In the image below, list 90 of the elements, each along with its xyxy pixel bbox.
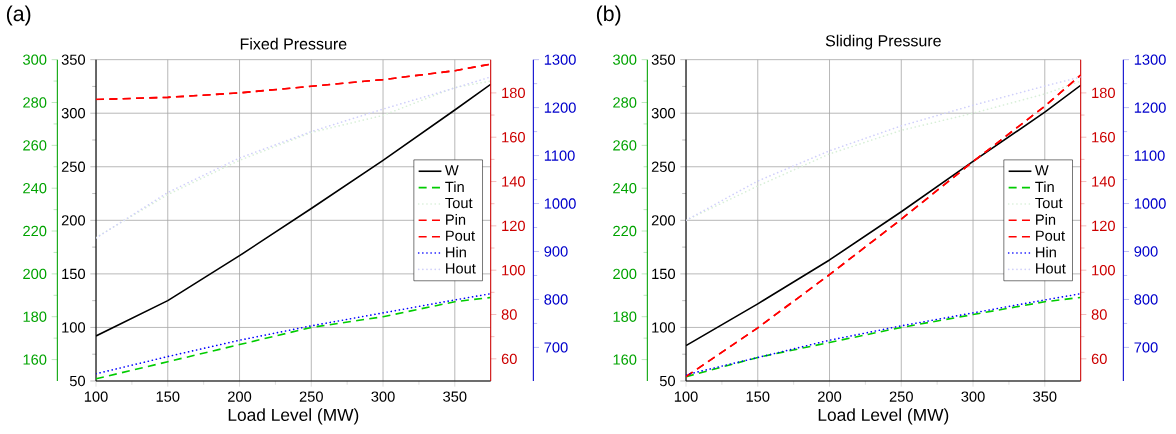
y2-tick-label: 200 [613, 268, 637, 280]
x-tick-label: 300 [961, 391, 985, 402]
legend-label: Tout [1035, 197, 1063, 209]
x-tick-label: 300 [371, 391, 395, 402]
y-tick-label: 900 [544, 246, 568, 257]
y2-tick-label: 260 [23, 140, 47, 151]
legend-label: Tin [1035, 181, 1054, 192]
y2-tick-label: 260 [613, 140, 637, 151]
y3-tick-label: 160 [502, 132, 525, 143]
x-tick-label: 350 [443, 391, 467, 402]
y-tick-label: 50 [69, 375, 86, 387]
legend-label: W [1034, 165, 1049, 176]
y-tick-label: 100 [62, 322, 86, 333]
x-tick-label: 100 [84, 391, 108, 402]
y3-tick-label: 60 [1091, 353, 1107, 365]
legend-label: Pin [1036, 214, 1056, 225]
y2-tick-label: 280 [23, 97, 47, 108]
x-tick-label: 250 [889, 391, 913, 402]
legend-label: Tout [445, 197, 473, 209]
y3-tick-label: 120 [502, 220, 525, 232]
y3-tick-label: 80 [1091, 309, 1107, 320]
y2-tick-label: 240 [23, 183, 47, 194]
y-tick-label: 900 [1134, 246, 1158, 257]
y-tick-label: 100 [652, 322, 676, 333]
x-tick-label: 100 [674, 391, 698, 402]
y3-tick-label: 120 [1092, 220, 1115, 232]
text: Hout [446, 263, 476, 274]
legend-label: Tin [445, 181, 464, 192]
chart-title: Fixed Pressure [240, 37, 347, 50]
x-tick-label: 350 [1033, 391, 1057, 402]
y2-tick-label: 280 [613, 97, 637, 108]
chart-title: Sliding Pressure [825, 34, 941, 50]
y2-tick-label: 180 [613, 311, 637, 322]
y-tick-label: 1200 [544, 102, 576, 113]
y3-tick-label: 140 [1092, 176, 1115, 187]
x-tick-label: 150 [156, 391, 180, 402]
y-tick-label: 150 [62, 268, 86, 280]
y-tick-label: 1300 [544, 54, 576, 65]
y3-tick-label: 180 [502, 87, 525, 99]
y2-tick-label: 180 [23, 311, 47, 322]
y3-tick-label: 100 [502, 265, 525, 276]
x-axis-title: Load Level (MW) [228, 408, 359, 425]
y2-tick-label: 220 [23, 225, 47, 237]
text: (b) [596, 5, 621, 26]
y-tick-label: 50 [659, 375, 676, 387]
y-tick-label: 800 [1134, 294, 1158, 305]
y3-tick-label: 140 [502, 176, 525, 187]
x-axis-title: Load Level (MW) [818, 408, 949, 425]
y2-tick-label: 300 [613, 54, 637, 65]
y-tick-label: 350 [651, 54, 676, 65]
y2-tick-label: 160 [23, 354, 47, 365]
y-tick-label: 1000 [544, 198, 576, 209]
y-tick-label: 1200 [1134, 102, 1166, 113]
y-tick-label: 250 [61, 161, 86, 172]
text: Hout [1036, 263, 1066, 274]
y-tick-label: 350 [61, 54, 86, 65]
y-tick-label: 150 [652, 268, 676, 280]
y3-tick-label: 60 [501, 353, 517, 365]
y3-tick-label: 160 [1092, 132, 1115, 143]
x-tick-label: 250 [299, 391, 323, 402]
y-tick-label: 1000 [1134, 198, 1166, 209]
x-tick-label: 150 [746, 391, 770, 402]
y2-tick-label: 220 [613, 225, 637, 237]
text: Hin [446, 246, 466, 258]
y3-tick-label: 80 [501, 309, 517, 320]
y-tick-label: 300 [651, 108, 676, 119]
y-tick-label: 200 [61, 215, 86, 226]
x-tick-label: 200 [818, 391, 842, 402]
legend-label: Pin [446, 214, 466, 225]
y2-tick-label: 300 [23, 54, 47, 65]
text: (a) [6, 5, 31, 26]
legend-label: Pout [1036, 230, 1065, 241]
y2-tick-label: 240 [613, 183, 637, 194]
y-tick-label: 1300 [1134, 54, 1166, 65]
text: Hin [1036, 246, 1056, 258]
y2-tick-label: 200 [23, 268, 47, 280]
y-tick-label: 250 [651, 161, 676, 172]
legend-label: Pout [446, 230, 475, 241]
y-tick-label: 700 [1134, 342, 1158, 353]
legend-label: W [444, 165, 459, 176]
y3-tick-label: 100 [1092, 265, 1115, 276]
y-tick-label: 700 [544, 342, 568, 353]
y3-tick-label: 180 [1092, 87, 1115, 99]
y-tick-label: 1100 [544, 150, 575, 161]
y-tick-label: 200 [651, 215, 676, 226]
x-tick-label: 200 [228, 391, 252, 402]
y-tick-label: 300 [61, 108, 86, 119]
y-tick-label: 1100 [1134, 150, 1165, 161]
y2-tick-label: 160 [613, 354, 637, 365]
y-tick-label: 800 [544, 294, 568, 305]
